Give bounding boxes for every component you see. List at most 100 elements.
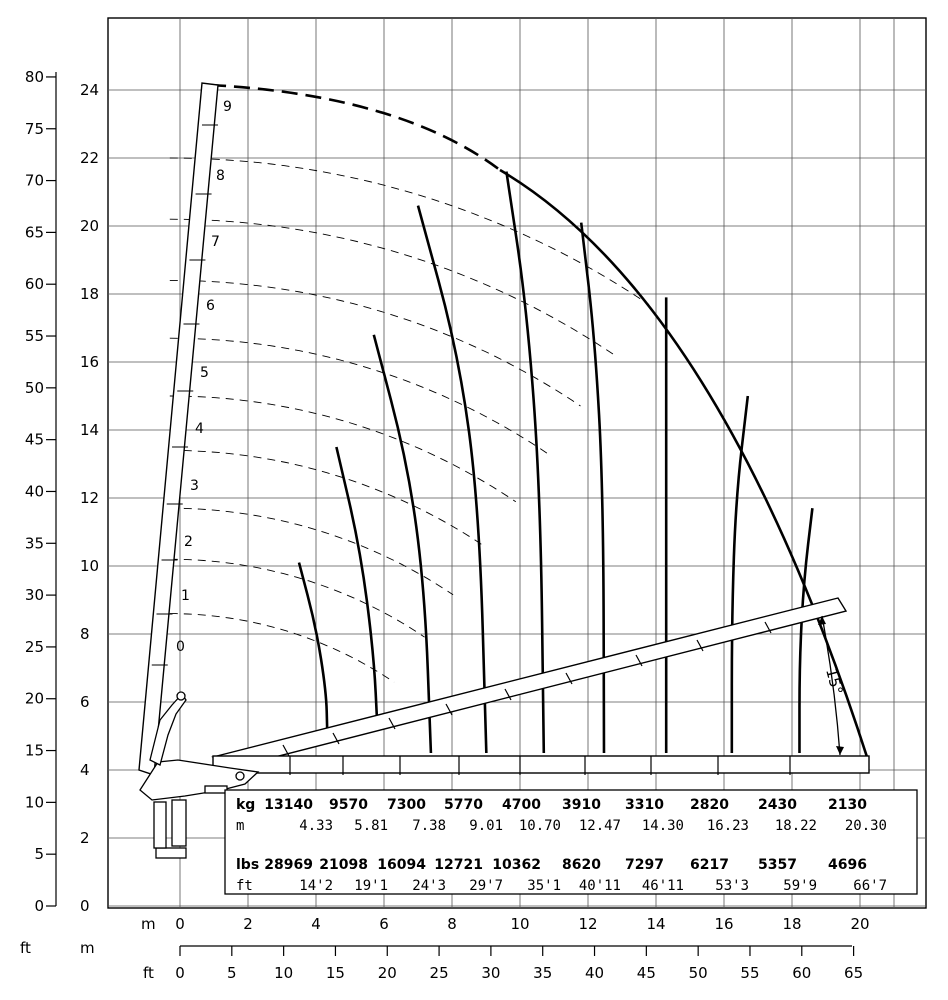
m-value: 14.30 [642, 818, 684, 834]
x-tick-m: 4 [311, 915, 321, 933]
x-tick-ft: 50 [689, 964, 708, 982]
x-tick-ft: 30 [481, 964, 500, 982]
lbs-value: 6217 [690, 857, 729, 873]
x-tick-ft: 45 [637, 964, 656, 982]
kg-label: kg [236, 797, 255, 813]
radius-arc [169, 395, 517, 503]
m-value: 9.01 [469, 818, 503, 834]
y-tick-ft: 55 [25, 327, 44, 345]
load-curve-2 [372, 334, 433, 754]
x-tick-m: 10 [510, 915, 529, 933]
y-tick-ft: 20 [25, 690, 44, 708]
kg-value: 2130 [828, 797, 867, 813]
y-tick-ft: 70 [25, 172, 44, 190]
y-tick-ft: 10 [25, 793, 44, 811]
lbs-value: 28969 [264, 857, 313, 873]
m-value: 12.47 [579, 818, 621, 834]
lbs-value: 10362 [492, 857, 541, 873]
m-value: 18.22 [775, 818, 817, 834]
kg-value: 2820 [690, 797, 729, 813]
boom-segment-label: 9 [223, 99, 232, 115]
y-tick-ft: 50 [25, 379, 44, 397]
y-tick-m: 24 [80, 81, 99, 99]
radius-arc [169, 337, 549, 455]
x-tick-ft: 15 [326, 964, 345, 982]
m-value: 4.33 [299, 818, 333, 834]
x-tick-m: 18 [782, 915, 801, 933]
ft-value: 35'1 [527, 878, 561, 894]
x-tick-m: 14 [646, 915, 665, 933]
x-axis-m: 0 2 4 6 8 10 12 14 16 18 20 [175, 915, 869, 933]
y-tick-m: 16 [80, 353, 99, 371]
y-tick-m: 6 [80, 693, 90, 711]
x-tick-ft: 0 [175, 964, 185, 982]
y-tick-m: 10 [80, 557, 99, 575]
boom-segment-label: 6 [206, 298, 215, 314]
load-table: kg m lbs ft 13140 9570 7300 5770 4700 3910 331… [224, 789, 918, 895]
y-axis-ft-unit: ft [20, 939, 31, 957]
y-tick-ft: 15 [25, 742, 44, 760]
boom-segment-label: 3 [190, 478, 199, 494]
y-tick-m: 0 [80, 897, 90, 915]
radius-arc [169, 558, 425, 638]
y-tick-m: 8 [80, 625, 90, 643]
boom-segment-label: 2 [184, 534, 193, 550]
radius-arc [169, 449, 486, 548]
ft-value: 59'9 [783, 878, 817, 894]
kg-value: 4700 [502, 797, 541, 813]
radius-arc [169, 613, 395, 683]
y-tick-ft: 5 [34, 845, 44, 863]
boom-horizontal [212, 755, 870, 775]
kg-value: 5770 [444, 797, 483, 813]
m-value: 16.23 [707, 818, 749, 834]
boom-radius-arcs [169, 157, 650, 683]
radius-arc [169, 157, 650, 305]
y-tick-ft: 0 [34, 897, 44, 915]
x-tick-m: 6 [379, 915, 389, 933]
x-tick-m: 12 [578, 915, 597, 933]
y-tick-m: 4 [80, 761, 90, 779]
kg-value: 2430 [758, 797, 797, 813]
y-tick-ft: 25 [25, 638, 44, 656]
x-tick-m: 2 [243, 915, 253, 933]
y-tick-ft: 60 [25, 275, 44, 293]
load-curve-8 [798, 508, 814, 753]
lbs-value: 21098 [319, 857, 368, 873]
x-tick-ft: 55 [740, 964, 759, 982]
boom-segment-label: 0 [176, 639, 185, 655]
load-curve-1 [335, 446, 379, 731]
ft-value: 40'11 [579, 878, 621, 894]
lbs-value: 4696 [828, 857, 867, 873]
y-tick-ft: 40 [25, 482, 44, 500]
load-curves [297, 171, 814, 754]
angle-arc [821, 615, 841, 756]
kg-value: 3910 [562, 797, 601, 813]
load-curve-3 [416, 205, 488, 754]
y-tick-m: 18 [80, 285, 99, 303]
y-tick-m: 20 [80, 217, 99, 235]
ft-value: 53'3 [715, 878, 749, 894]
y-tick-ft: 65 [25, 223, 44, 241]
ft-value: 24'3 [412, 878, 446, 894]
x-tick-ft: 5 [227, 964, 237, 982]
x-tick-ft: 10 [274, 964, 293, 982]
lbs-value: 16094 [377, 857, 426, 873]
y-tick-m: 22 [80, 149, 99, 167]
x-tick-m: 20 [850, 915, 869, 933]
ft-value: 19'1 [354, 878, 388, 894]
y-axis-m-unit: m [80, 939, 95, 957]
boom-segment-label: 8 [216, 168, 225, 184]
y-tick-ft: 80 [25, 68, 44, 86]
load-curve-0 [297, 562, 329, 731]
x-axis-ft: 0 5 10 15 20 25 30 35 40 45 50 55 60 65 [175, 945, 863, 982]
ft-value: 14'2 [299, 878, 333, 894]
envelope-dashed [209, 83, 501, 172]
load-curve-5 [579, 222, 606, 754]
reach-envelope [209, 83, 870, 761]
y-tick-m: 14 [80, 421, 99, 439]
plot-frame [107, 17, 927, 909]
x-tick-m: 0 [175, 915, 185, 933]
lbs-label: lbs [236, 857, 259, 873]
m-value: 10.70 [519, 818, 561, 834]
